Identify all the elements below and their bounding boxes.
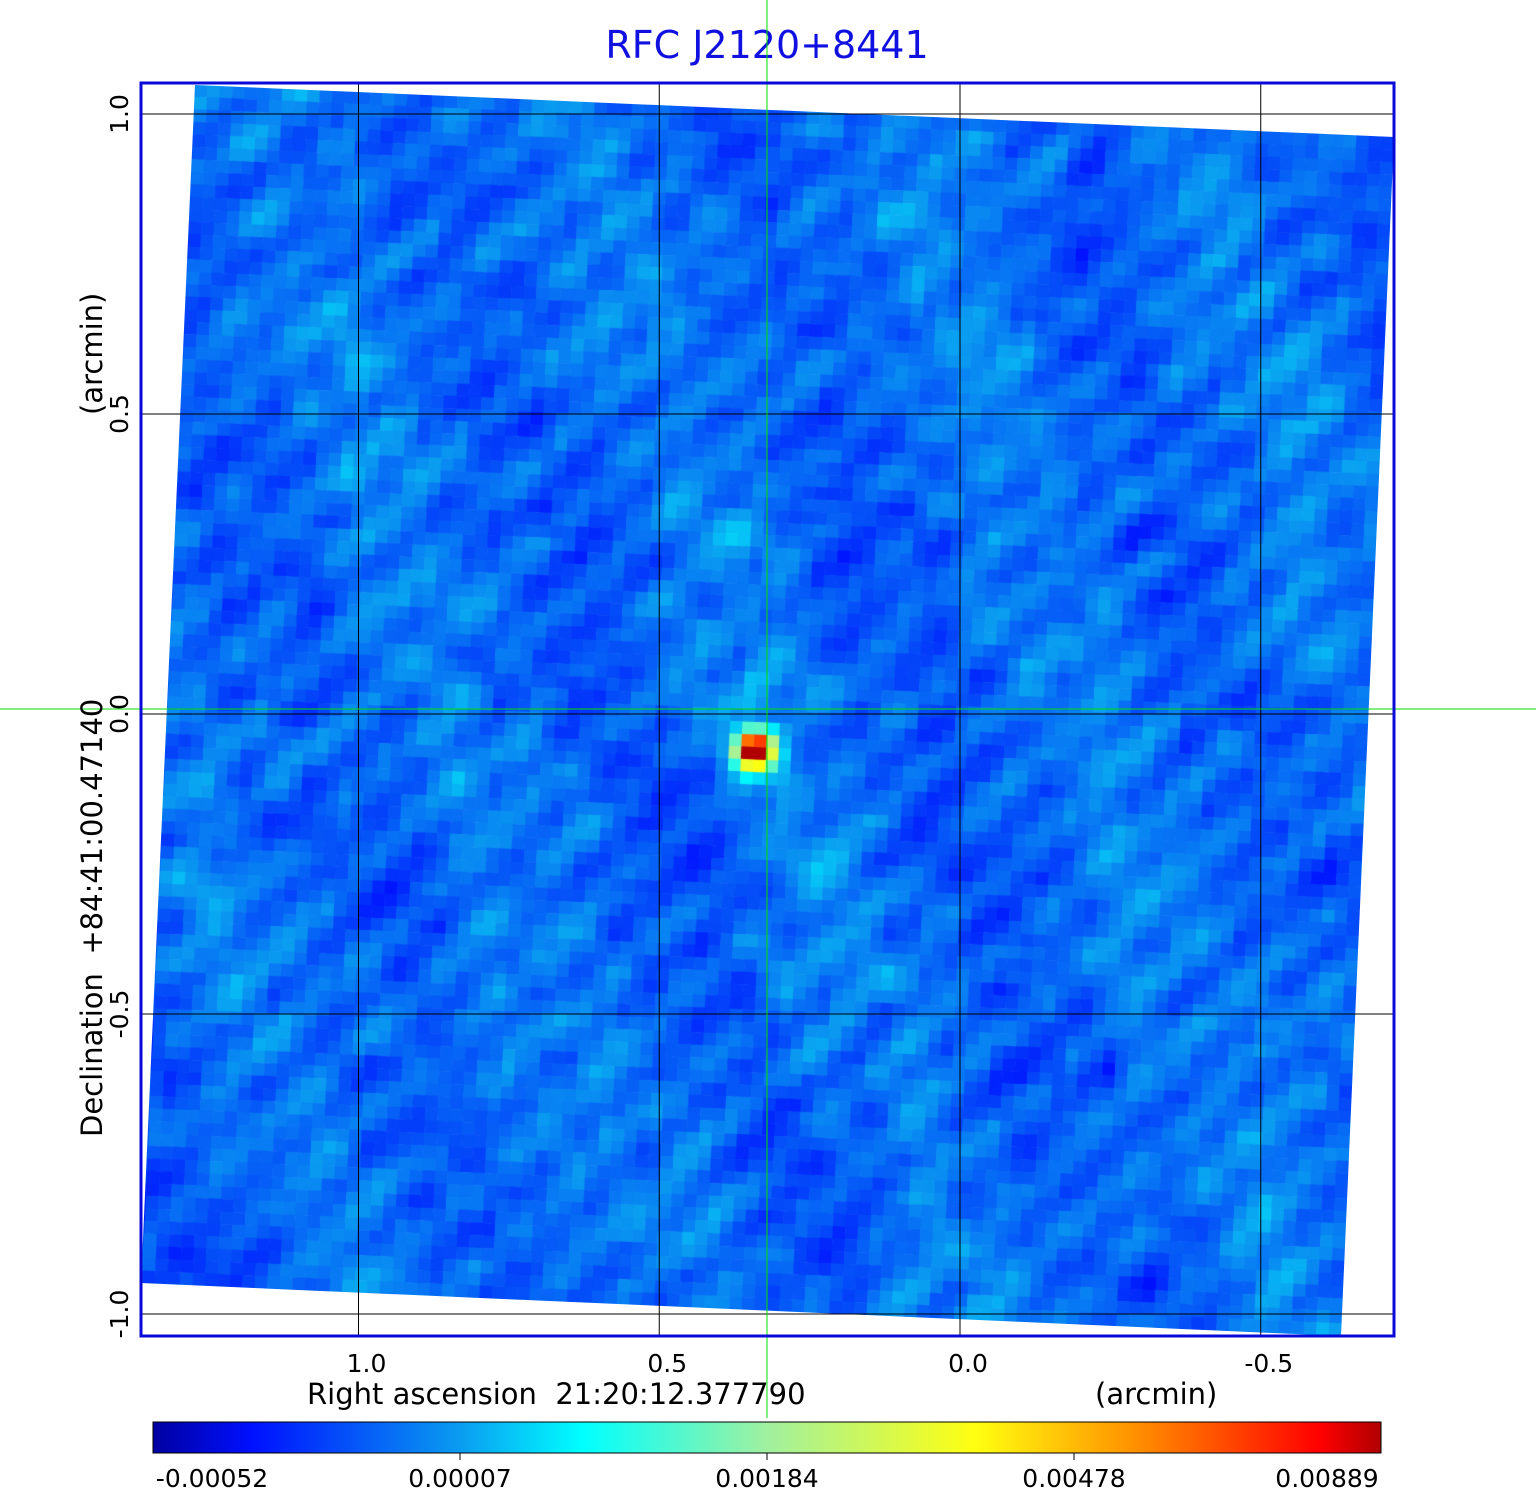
y-axis-unit: (arcmin) bbox=[75, 293, 109, 415]
plot-frame bbox=[139, 81, 1396, 1338]
colorbar-tick-label: 0.00889 bbox=[1275, 1464, 1378, 1493]
y-tick-label: 1.0 bbox=[105, 94, 134, 134]
y-tick-label: 0.5 bbox=[105, 394, 134, 434]
x-axis-unit: (arcmin) bbox=[1095, 1377, 1217, 1411]
colorbar bbox=[152, 1421, 1382, 1454]
colorbar-tick-label: -0.00052 bbox=[156, 1464, 268, 1493]
x-tick-label: 0.0 bbox=[948, 1349, 988, 1378]
y-tick-label: -1.0 bbox=[105, 1290, 134, 1339]
y-tick-label: 0.0 bbox=[105, 694, 134, 734]
colorbar-tick-label: 0.00184 bbox=[715, 1464, 818, 1493]
x-tick-label: 0.5 bbox=[647, 1349, 687, 1378]
y-axis-label: Declination +84:41:00.47140 bbox=[75, 699, 109, 1137]
x-tick-label: 1.0 bbox=[347, 1349, 387, 1378]
x-tick-label: -0.5 bbox=[1244, 1349, 1293, 1378]
sky-image bbox=[141, 85, 1394, 1336]
y-tick-label: -0.5 bbox=[105, 990, 134, 1039]
colorbar-tick-label: 0.00007 bbox=[408, 1464, 511, 1493]
colorbar-tick-label: 0.00478 bbox=[1022, 1464, 1125, 1493]
x-axis-label: Right ascension 21:20:12.377790 bbox=[307, 1377, 806, 1411]
